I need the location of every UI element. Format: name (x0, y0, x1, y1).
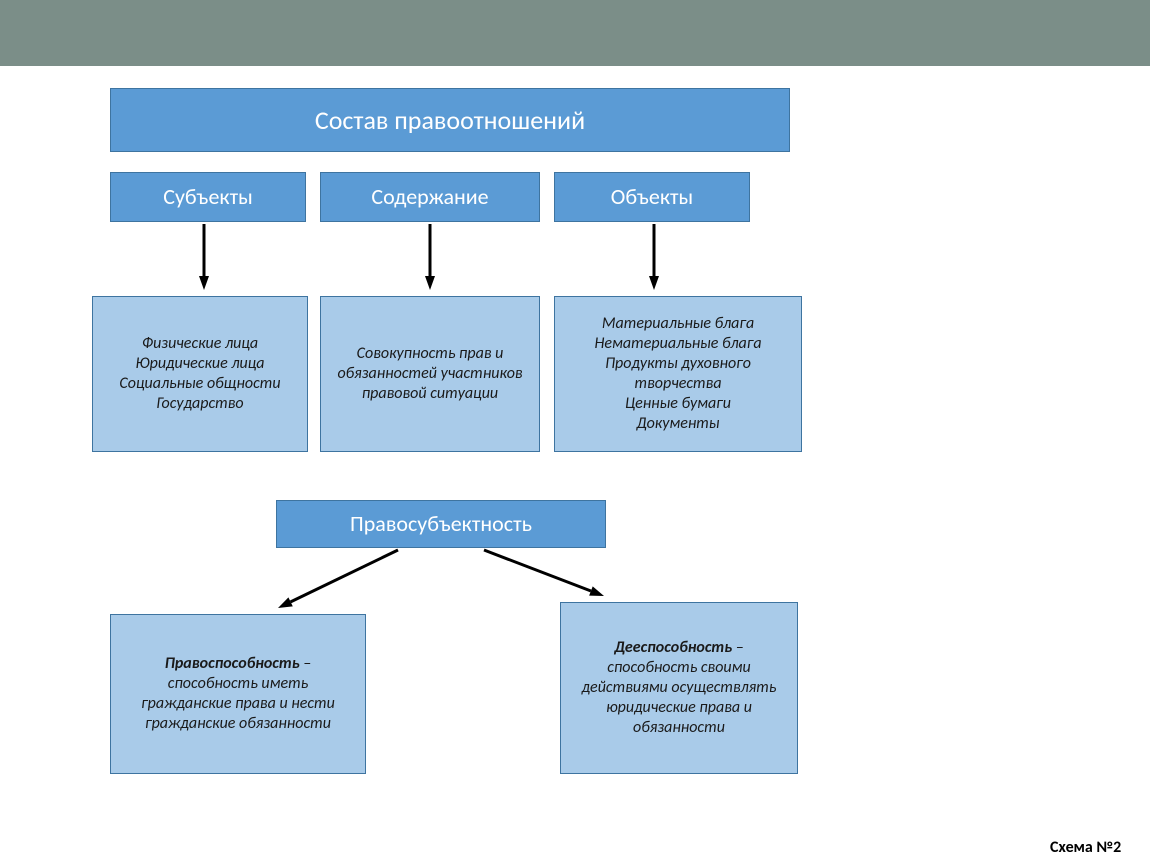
footer-text: Схема №2 (1050, 838, 1121, 857)
footer-label: Схема №2 (1050, 838, 1121, 857)
arrows-layer (0, 0, 1150, 864)
